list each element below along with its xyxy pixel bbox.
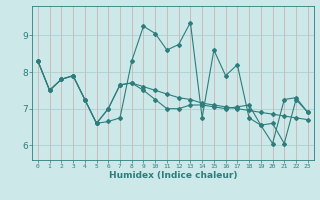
X-axis label: Humidex (Indice chaleur): Humidex (Indice chaleur)	[108, 171, 237, 180]
